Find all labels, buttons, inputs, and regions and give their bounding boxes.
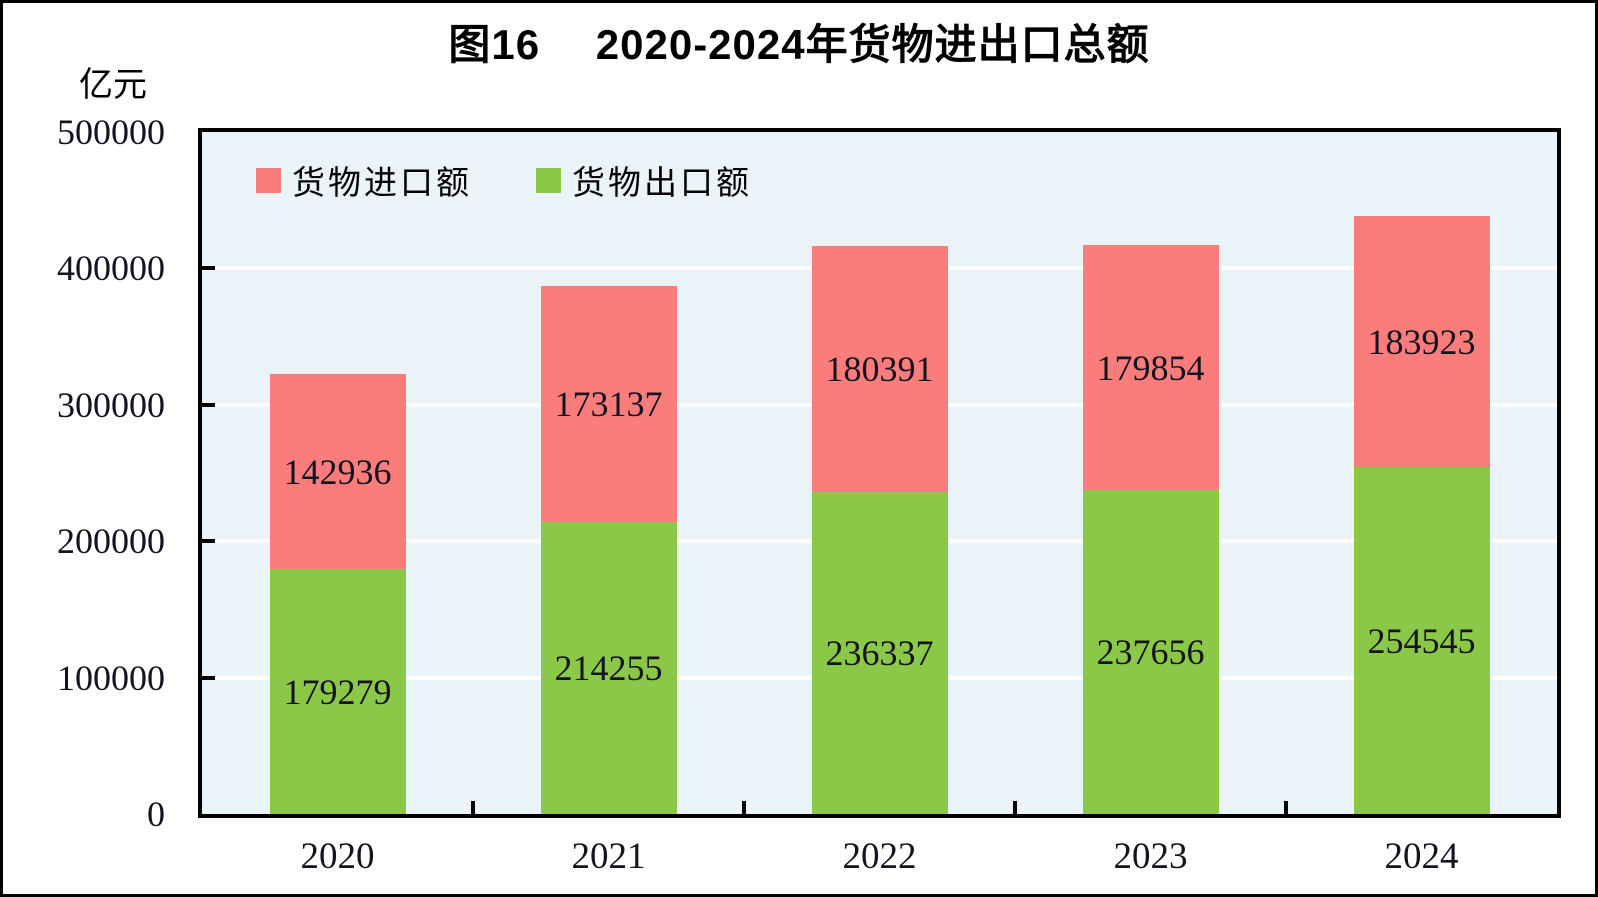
y-tick-label-300000: 300000 bbox=[57, 385, 165, 425]
y-axis-tick bbox=[202, 675, 215, 680]
y-tick-label-500000: 500000 bbox=[57, 112, 165, 152]
bar-group-2022: 180391 236337 bbox=[811, 246, 948, 814]
bar-value-label: 214255 bbox=[554, 648, 663, 688]
bar-value-label: 237656 bbox=[1096, 632, 1205, 672]
legend-swatch-货物出口额 bbox=[536, 167, 561, 193]
bar-value-label: 180391 bbox=[825, 349, 934, 389]
legend-item-货物出口额: 货物出口额 bbox=[536, 156, 752, 204]
bar-value-label: 254545 bbox=[1367, 620, 1476, 661]
y-axis-tick bbox=[202, 266, 215, 271]
y-axis-tick bbox=[202, 539, 215, 544]
legend-label: 货物出口额 bbox=[572, 164, 752, 201]
bar-value-label: 236337 bbox=[825, 633, 934, 673]
y-axis-tick bbox=[202, 402, 215, 407]
x-axis-tick bbox=[471, 801, 475, 814]
bar-segment-货物进口额: 183923 bbox=[1353, 216, 1490, 467]
bar-segment-货物出口额: 236337 bbox=[811, 492, 948, 814]
bar-segment-货物出口额: 237656 bbox=[1082, 490, 1219, 814]
bar-segment-货物进口额: 173137 bbox=[540, 286, 677, 522]
bar-segment-货物进口额: 180391 bbox=[811, 246, 948, 492]
legend-item-货物进口额: 货物进口额 bbox=[256, 156, 472, 204]
bar-value-label: 179854 bbox=[1096, 347, 1205, 388]
bar-value-label: 173137 bbox=[554, 384, 663, 424]
x-axis-tick bbox=[742, 801, 746, 814]
y-tick-label-200000: 200000 bbox=[57, 521, 165, 561]
bar-value-label: 183923 bbox=[1367, 321, 1476, 362]
bar-segment-货物出口额: 254545 bbox=[1353, 467, 1490, 814]
legend-swatch-货物进口额 bbox=[256, 167, 281, 193]
bar-segment-货物出口额: 179279 bbox=[269, 569, 406, 814]
chart-title: 图16 2020-2024年货物进出口总额 bbox=[448, 21, 1150, 68]
y-tick-label-0: 0 bbox=[147, 794, 165, 834]
bar-segment-货物出口额: 214255 bbox=[540, 522, 677, 814]
bar-group-2020: 142936 179279 bbox=[269, 374, 406, 814]
x-axis-tick bbox=[1284, 801, 1288, 814]
x-tick-label-2020: 2020 bbox=[300, 836, 375, 877]
x-tick-label-2021: 2021 bbox=[571, 836, 646, 877]
bar-group-2021: 173137 214255 bbox=[540, 286, 677, 814]
legend-label: 货物进口额 bbox=[292, 164, 472, 201]
bar-segment-货物进口额: 179854 bbox=[1082, 245, 1219, 490]
bar-value-label: 179279 bbox=[283, 671, 392, 712]
x-tick-label-2023: 2023 bbox=[1113, 836, 1188, 877]
bar-group-2024: 183923 254545 bbox=[1353, 216, 1490, 814]
x-axis-tick bbox=[1013, 801, 1017, 814]
y-tick-label-100000: 100000 bbox=[57, 658, 165, 698]
bar-group-2023: 179854 237656 bbox=[1082, 245, 1219, 814]
bar-segment-货物进口额: 142936 bbox=[269, 374, 406, 569]
legend: 货物进口额 货物出口额 bbox=[256, 156, 752, 204]
y-axis-unit-label: 亿元 bbox=[79, 66, 147, 104]
x-tick-label-2022: 2022 bbox=[842, 836, 917, 877]
plot-area: 货物进口额 货物出口额 142936 179279 173137 214255 18039… bbox=[198, 128, 1561, 818]
bar-value-label: 142936 bbox=[283, 451, 392, 492]
x-tick-label-2024: 2024 bbox=[1384, 836, 1459, 877]
y-tick-label-400000: 400000 bbox=[57, 248, 165, 288]
